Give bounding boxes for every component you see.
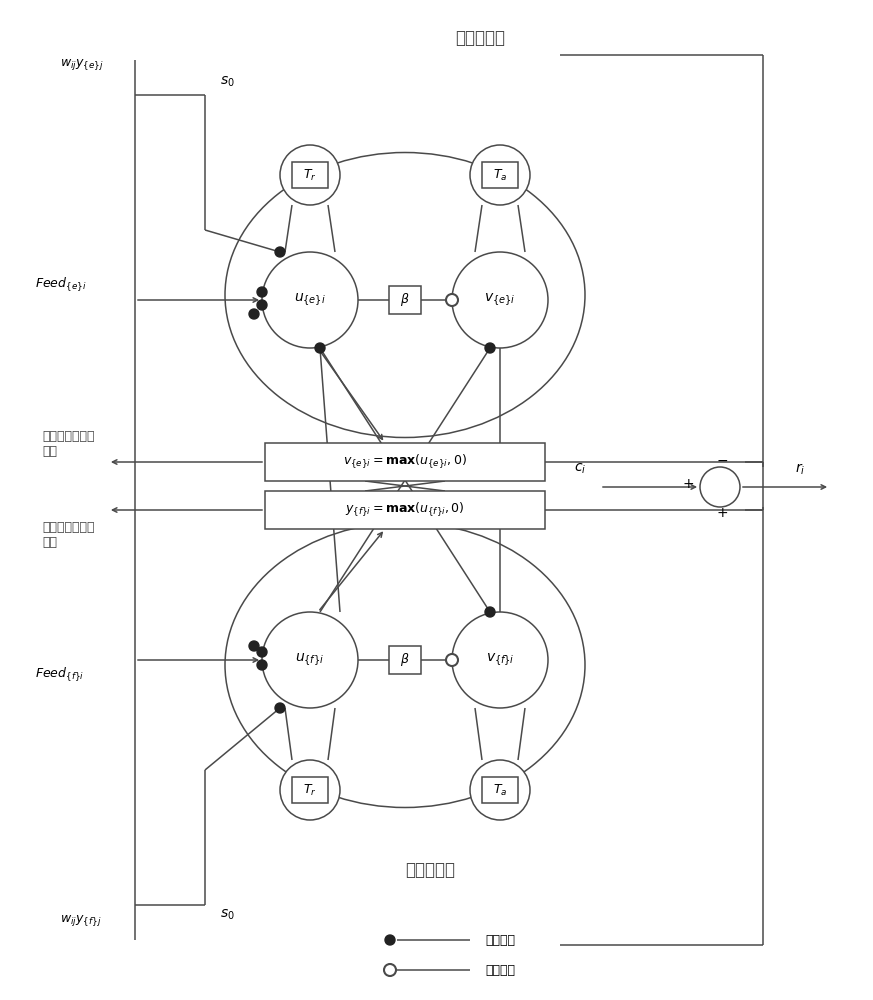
Bar [482,162,518,188]
Text: $u_{\{f\}i}$: $u_{\{f\}i}$ [295,652,325,668]
Circle shape [280,760,340,820]
Text: 抑制连接: 抑制连接 [485,934,515,946]
Circle shape [275,703,285,713]
Circle shape [485,343,495,353]
Text: 伸肌神经元: 伸肌神经元 [455,29,505,47]
Text: $s_0$: $s_0$ [220,908,235,922]
Circle shape [384,964,396,976]
Text: 屈肌神经元: 屈肌神经元 [405,861,455,879]
Text: $u_{\{e\}i}$: $u_{\{e\}i}$ [294,292,326,308]
Bar [265,491,545,529]
Circle shape [315,343,325,353]
Text: $c_i$: $c_i$ [574,462,586,476]
Circle shape [257,647,267,657]
Text: $v_{\{e\}i}$: $v_{\{e\}i}$ [485,292,516,308]
Text: $r_i$: $r_i$ [794,461,805,477]
Text: 连接其他伸肌神
经元: 连接其他伸肌神 经元 [42,430,94,458]
Circle shape [249,641,259,651]
Bar [389,286,421,314]
Text: $\beta$: $\beta$ [400,652,409,668]
Text: $w_{ij}y_{\{f\}j}$: $w_{ij}y_{\{f\}j}$ [60,912,101,928]
Text: $Feed_{\{f\}i}$: $Feed_{\{f\}i}$ [35,666,84,684]
Text: $v_{\{e\}i} = \mathbf{max}(u_{\{e\}i}, 0)$: $v_{\{e\}i} = \mathbf{max}(u_{\{e\}i}, 0… [343,453,467,471]
Text: 连接其他屈肌神
经元: 连接其他屈肌神 经元 [42,521,94,549]
Circle shape [446,294,458,306]
Circle shape [275,247,285,257]
Circle shape [385,935,395,945]
Text: $Feed_{\{e\}i}$: $Feed_{\{e\}i}$ [35,276,86,294]
Bar [265,443,545,481]
Circle shape [470,145,530,205]
Circle shape [485,607,495,617]
Bar [482,777,518,803]
Text: $T_r$: $T_r$ [303,167,317,183]
Circle shape [280,145,340,205]
Circle shape [700,467,740,507]
Circle shape [249,309,259,319]
Text: $s_0$: $s_0$ [220,75,235,89]
Text: $w_{ij}y_{\{e\}j}$: $w_{ij}y_{\{e\}j}$ [60,57,104,73]
Text: $v_{\{f\}i}$: $v_{\{f\}i}$ [485,652,514,668]
Text: 兴奋连接: 兴奋连接 [485,964,515,976]
Text: $T_r$: $T_r$ [303,782,317,798]
Circle shape [470,760,530,820]
Bar [292,777,328,803]
Text: −: − [716,454,728,468]
Circle shape [262,612,358,708]
Bar [292,162,328,188]
Text: +: + [716,506,728,520]
Text: +: + [682,477,694,491]
Circle shape [257,660,267,670]
Text: $T_a$: $T_a$ [492,167,507,183]
Text: $y_{\{f\}i} = \mathbf{max}(u_{\{f\}i}, 0)$: $y_{\{f\}i} = \mathbf{max}(u_{\{f\}i}, 0… [345,501,464,519]
Text: $\beta$: $\beta$ [400,292,409,308]
Circle shape [446,654,458,666]
Bar [389,646,421,674]
Circle shape [452,612,548,708]
Circle shape [262,252,358,348]
Text: $T_a$: $T_a$ [492,782,507,798]
Circle shape [257,300,267,310]
Circle shape [452,252,548,348]
Circle shape [257,287,267,297]
